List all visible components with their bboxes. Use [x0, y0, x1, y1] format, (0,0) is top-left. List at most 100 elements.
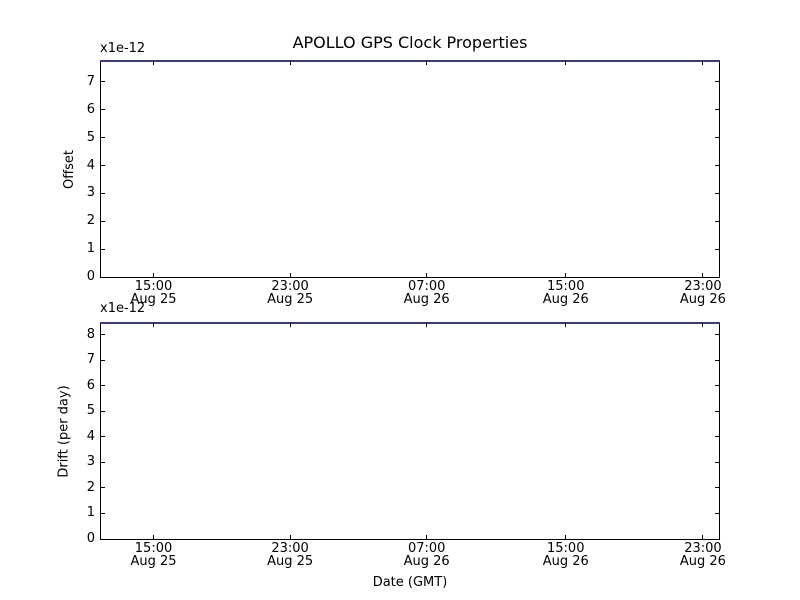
y-tick-label: 3 [86, 454, 95, 470]
x-tick [153, 323, 155, 327]
y-tick-label: 7 [86, 352, 95, 368]
x-tick-label: 23:00 Aug 26 [665, 542, 741, 568]
x-tick-label: 23:00 Aug 25 [252, 542, 328, 568]
y-tick-label: 4 [86, 428, 95, 444]
y-tick [101, 512, 105, 514]
y-tick-label: 1 [86, 505, 95, 521]
x-tick-label-time: 23:00 [684, 541, 722, 556]
y-tick [715, 220, 719, 222]
x-tick [289, 323, 291, 327]
y-tick [715, 248, 719, 250]
x-tick-label-date: Aug 26 [679, 292, 726, 307]
x-tick-label-date: Aug 26 [403, 554, 450, 569]
y-tick [101, 436, 105, 438]
y-tick [101, 81, 105, 83]
y-tick [715, 359, 719, 361]
y-axis-multiplier-drift: x1e-12 [100, 301, 146, 316]
y-tick [101, 359, 105, 361]
y-tick [101, 220, 105, 222]
x-tick-label-time: 15:00 [134, 541, 173, 556]
x-tick [565, 535, 567, 539]
x-tick [426, 273, 428, 277]
data-line-top-edge [100, 60, 720, 62]
x-tick [153, 535, 155, 539]
figure-title: APOLLO GPS Clock Properties [292, 33, 528, 52]
y-tick [715, 81, 719, 83]
x-tick-label: 15:00 Aug 26 [528, 280, 604, 306]
x-tick-label: 15:00 Aug 25 [116, 542, 192, 568]
data-line-top-edge [100, 322, 720, 324]
x-tick [702, 323, 704, 327]
y-tick [715, 487, 719, 489]
y-tick-label: 1 [86, 241, 95, 257]
x-tick [289, 273, 291, 277]
y-tick [715, 109, 719, 111]
x-tick [153, 61, 155, 65]
x-tick-label: 23:00 Aug 25 [252, 280, 328, 306]
x-tick-label-date: Aug 25 [130, 554, 177, 569]
x-tick-label-time: 07:00 [407, 541, 446, 556]
x-tick-label-date: Aug 26 [542, 292, 589, 307]
y-tick [101, 137, 105, 139]
x-tick [289, 61, 291, 65]
y-tick [101, 165, 105, 167]
y-tick-label: 0 [86, 531, 95, 546]
axes-offset: 0 1 2 3 4 5 6 7 15:00 Aug 25 23:00 Aug 25 07:00 Aug 2… [87, 60, 726, 306]
y-tick [101, 334, 105, 336]
x-tick-label: 07:00 Aug 26 [389, 542, 465, 568]
y-tick-label: 0 [86, 269, 95, 284]
x-tick [565, 273, 567, 277]
x-tick [426, 323, 428, 327]
x-tick [153, 273, 155, 277]
x-tick-label-time: 23:00 [271, 279, 309, 294]
x-tick-label-date: Aug 26 [542, 554, 589, 569]
y-tick-label: 2 [86, 479, 95, 495]
x-tick-label-time: 15:00 [134, 279, 173, 294]
y-tick [101, 276, 105, 278]
y-tick-label: 6 [86, 377, 95, 393]
y-tick [101, 109, 105, 111]
x-tick [426, 535, 428, 539]
x-tick-label: 15:00 Aug 25 [116, 280, 192, 306]
y-tick-label: 2 [86, 213, 95, 229]
x-tick-label-time: 07:00 [407, 279, 446, 294]
x-tick [565, 61, 567, 65]
x-tick-label: 15:00 Aug 26 [528, 542, 604, 568]
x-tick-label-date: Aug 26 [403, 292, 450, 307]
x-tick [702, 535, 704, 539]
y-tick [101, 192, 105, 194]
y-tick-label: 5 [86, 403, 95, 419]
y-tick [715, 165, 719, 167]
x-tick-label-time: 23:00 [684, 279, 722, 294]
x-tick [565, 323, 567, 327]
y-tick [715, 276, 719, 278]
y-tick [101, 248, 105, 250]
y-tick [101, 461, 105, 463]
x-tick-label-date: Aug 25 [267, 554, 314, 569]
y-tick [101, 538, 105, 540]
y-tick-label: 4 [86, 157, 95, 173]
y-tick-label: 5 [86, 129, 95, 145]
y-tick-label: 8 [86, 326, 95, 342]
x-tick-label-date: Aug 25 [267, 292, 314, 307]
x-tick-label-date: Aug 25 [130, 292, 177, 307]
y-tick [715, 538, 719, 540]
y-tick [715, 334, 719, 336]
y-tick-label: 3 [86, 185, 95, 201]
x-tick-label-time: 15:00 [547, 279, 585, 294]
x-tick-label-date: Aug 26 [679, 554, 726, 569]
y-tick [715, 385, 719, 387]
y-tick [715, 192, 719, 194]
y-tick [715, 137, 719, 139]
y-tick [715, 436, 719, 438]
x-tick-label: 23:00 Aug 26 [665, 280, 741, 306]
x-tick-label: 07:00 Aug 26 [389, 280, 465, 306]
axes-drift: 0 1 2 3 4 5 6 7 8 15:00 Aug 25 23:00 Aug 25 07:00 Aug … [87, 322, 726, 568]
y-tick [101, 487, 105, 489]
x-tick [702, 273, 704, 277]
y-tick [101, 385, 105, 387]
y-tick [715, 410, 719, 412]
y-tick [715, 461, 719, 463]
y-tick-label: 6 [86, 101, 95, 117]
